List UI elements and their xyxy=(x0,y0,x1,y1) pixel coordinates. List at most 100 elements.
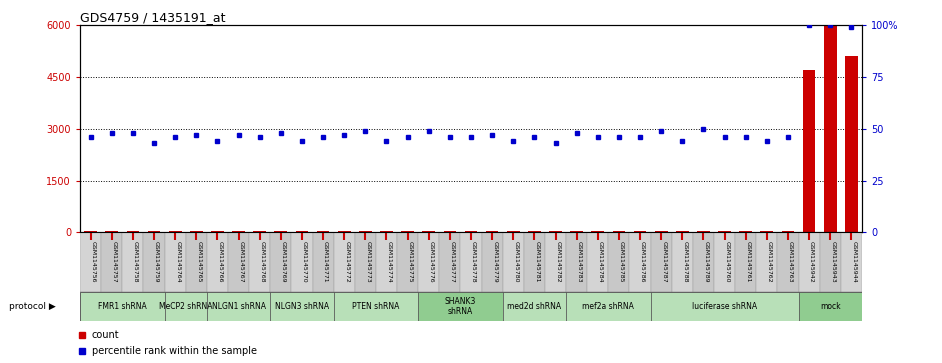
Bar xyxy=(296,231,308,232)
Bar xyxy=(228,232,249,292)
Text: GSM1145776: GSM1145776 xyxy=(429,241,433,283)
Text: mef2a shRNA: mef2a shRNA xyxy=(582,302,634,311)
Bar xyxy=(165,232,186,292)
Bar xyxy=(777,232,799,292)
Bar xyxy=(592,231,604,232)
Bar xyxy=(207,232,228,292)
Text: PTEN shRNA: PTEN shRNA xyxy=(352,302,399,311)
Text: GSM1145943: GSM1145943 xyxy=(830,241,836,283)
Bar xyxy=(545,232,566,292)
Bar xyxy=(253,231,266,232)
Text: GSM1145785: GSM1145785 xyxy=(619,241,624,283)
Bar xyxy=(841,232,862,292)
Bar xyxy=(333,232,355,292)
Bar xyxy=(629,232,651,292)
Text: GSM1145771: GSM1145771 xyxy=(323,241,328,283)
Bar xyxy=(651,292,799,321)
Bar xyxy=(676,231,689,232)
Bar xyxy=(274,231,287,232)
Bar xyxy=(651,232,672,292)
Text: GSM1145772: GSM1145772 xyxy=(344,241,349,283)
Bar xyxy=(317,231,330,232)
Bar xyxy=(718,231,731,232)
Text: GDS4759 / 1435191_at: GDS4759 / 1435191_at xyxy=(80,11,225,24)
Bar xyxy=(714,232,735,292)
Text: GSM1145759: GSM1145759 xyxy=(154,241,159,283)
Text: GSM1145775: GSM1145775 xyxy=(408,241,413,283)
Bar xyxy=(799,292,862,321)
Bar xyxy=(756,232,777,292)
Bar xyxy=(524,232,545,292)
Text: GSM1145773: GSM1145773 xyxy=(365,241,370,283)
Text: GSM1145786: GSM1145786 xyxy=(640,241,645,283)
Bar xyxy=(313,232,333,292)
Text: GSM1145779: GSM1145779 xyxy=(492,241,497,283)
Text: GSM1145760: GSM1145760 xyxy=(724,241,729,283)
Text: SHANK3
shRNA: SHANK3 shRNA xyxy=(445,297,476,317)
Bar xyxy=(612,231,625,232)
Bar xyxy=(381,231,393,232)
Bar xyxy=(782,231,794,232)
Bar xyxy=(355,232,376,292)
Text: GSM1145770: GSM1145770 xyxy=(302,241,307,283)
Text: GSM1145778: GSM1145778 xyxy=(471,241,476,283)
Bar xyxy=(291,232,313,292)
Bar xyxy=(376,232,397,292)
Bar xyxy=(464,231,478,232)
Bar xyxy=(566,292,651,321)
Bar xyxy=(566,232,587,292)
Bar xyxy=(207,292,270,321)
Text: GSM1145766: GSM1145766 xyxy=(218,241,222,283)
Text: GSM1145761: GSM1145761 xyxy=(746,241,751,283)
Bar xyxy=(80,232,101,292)
Bar xyxy=(106,231,118,232)
Bar xyxy=(186,232,207,292)
Text: med2d shRNA: med2d shRNA xyxy=(508,302,561,311)
Bar xyxy=(190,231,203,232)
Bar xyxy=(165,292,207,321)
Text: protocol ▶: protocol ▶ xyxy=(9,302,57,311)
Bar xyxy=(418,292,503,321)
Bar xyxy=(169,231,182,232)
Bar xyxy=(503,292,566,321)
Text: NLGN1 shRNA: NLGN1 shRNA xyxy=(212,302,266,311)
Bar xyxy=(338,231,350,232)
Text: GSM1145942: GSM1145942 xyxy=(809,241,814,283)
Text: GSM1145788: GSM1145788 xyxy=(682,241,688,283)
Bar xyxy=(693,232,714,292)
Text: GSM1145769: GSM1145769 xyxy=(281,241,285,283)
Bar xyxy=(824,25,836,232)
Bar xyxy=(233,231,245,232)
Bar xyxy=(507,231,520,232)
Bar xyxy=(101,232,122,292)
Bar xyxy=(655,231,668,232)
Bar xyxy=(486,231,498,232)
Bar xyxy=(461,232,481,292)
Text: FMR1 shRNA: FMR1 shRNA xyxy=(98,302,147,311)
Bar xyxy=(760,231,773,232)
Bar xyxy=(270,232,291,292)
Bar xyxy=(333,292,418,321)
Text: GSM1145768: GSM1145768 xyxy=(260,241,265,283)
Text: GSM1145756: GSM1145756 xyxy=(90,241,96,283)
Text: percentile rank within the sample: percentile rank within the sample xyxy=(92,346,257,356)
Bar xyxy=(803,70,816,232)
Bar xyxy=(820,232,841,292)
Text: GSM1145944: GSM1145944 xyxy=(852,241,856,283)
Bar xyxy=(401,231,414,232)
Text: luciferase shRNA: luciferase shRNA xyxy=(692,302,757,311)
Bar xyxy=(444,231,456,232)
Bar xyxy=(80,292,165,321)
Text: NLGN3 shRNA: NLGN3 shRNA xyxy=(275,302,329,311)
Text: GSM1145758: GSM1145758 xyxy=(133,241,138,283)
Text: mock: mock xyxy=(820,302,840,311)
Bar xyxy=(503,232,524,292)
Text: GSM1145784: GSM1145784 xyxy=(598,241,603,283)
Bar xyxy=(672,232,693,292)
Text: GSM1145781: GSM1145781 xyxy=(534,241,540,283)
Bar xyxy=(422,231,435,232)
Bar xyxy=(126,231,139,232)
Bar xyxy=(570,231,583,232)
Text: GSM1145763: GSM1145763 xyxy=(788,241,793,283)
Bar xyxy=(528,231,541,232)
